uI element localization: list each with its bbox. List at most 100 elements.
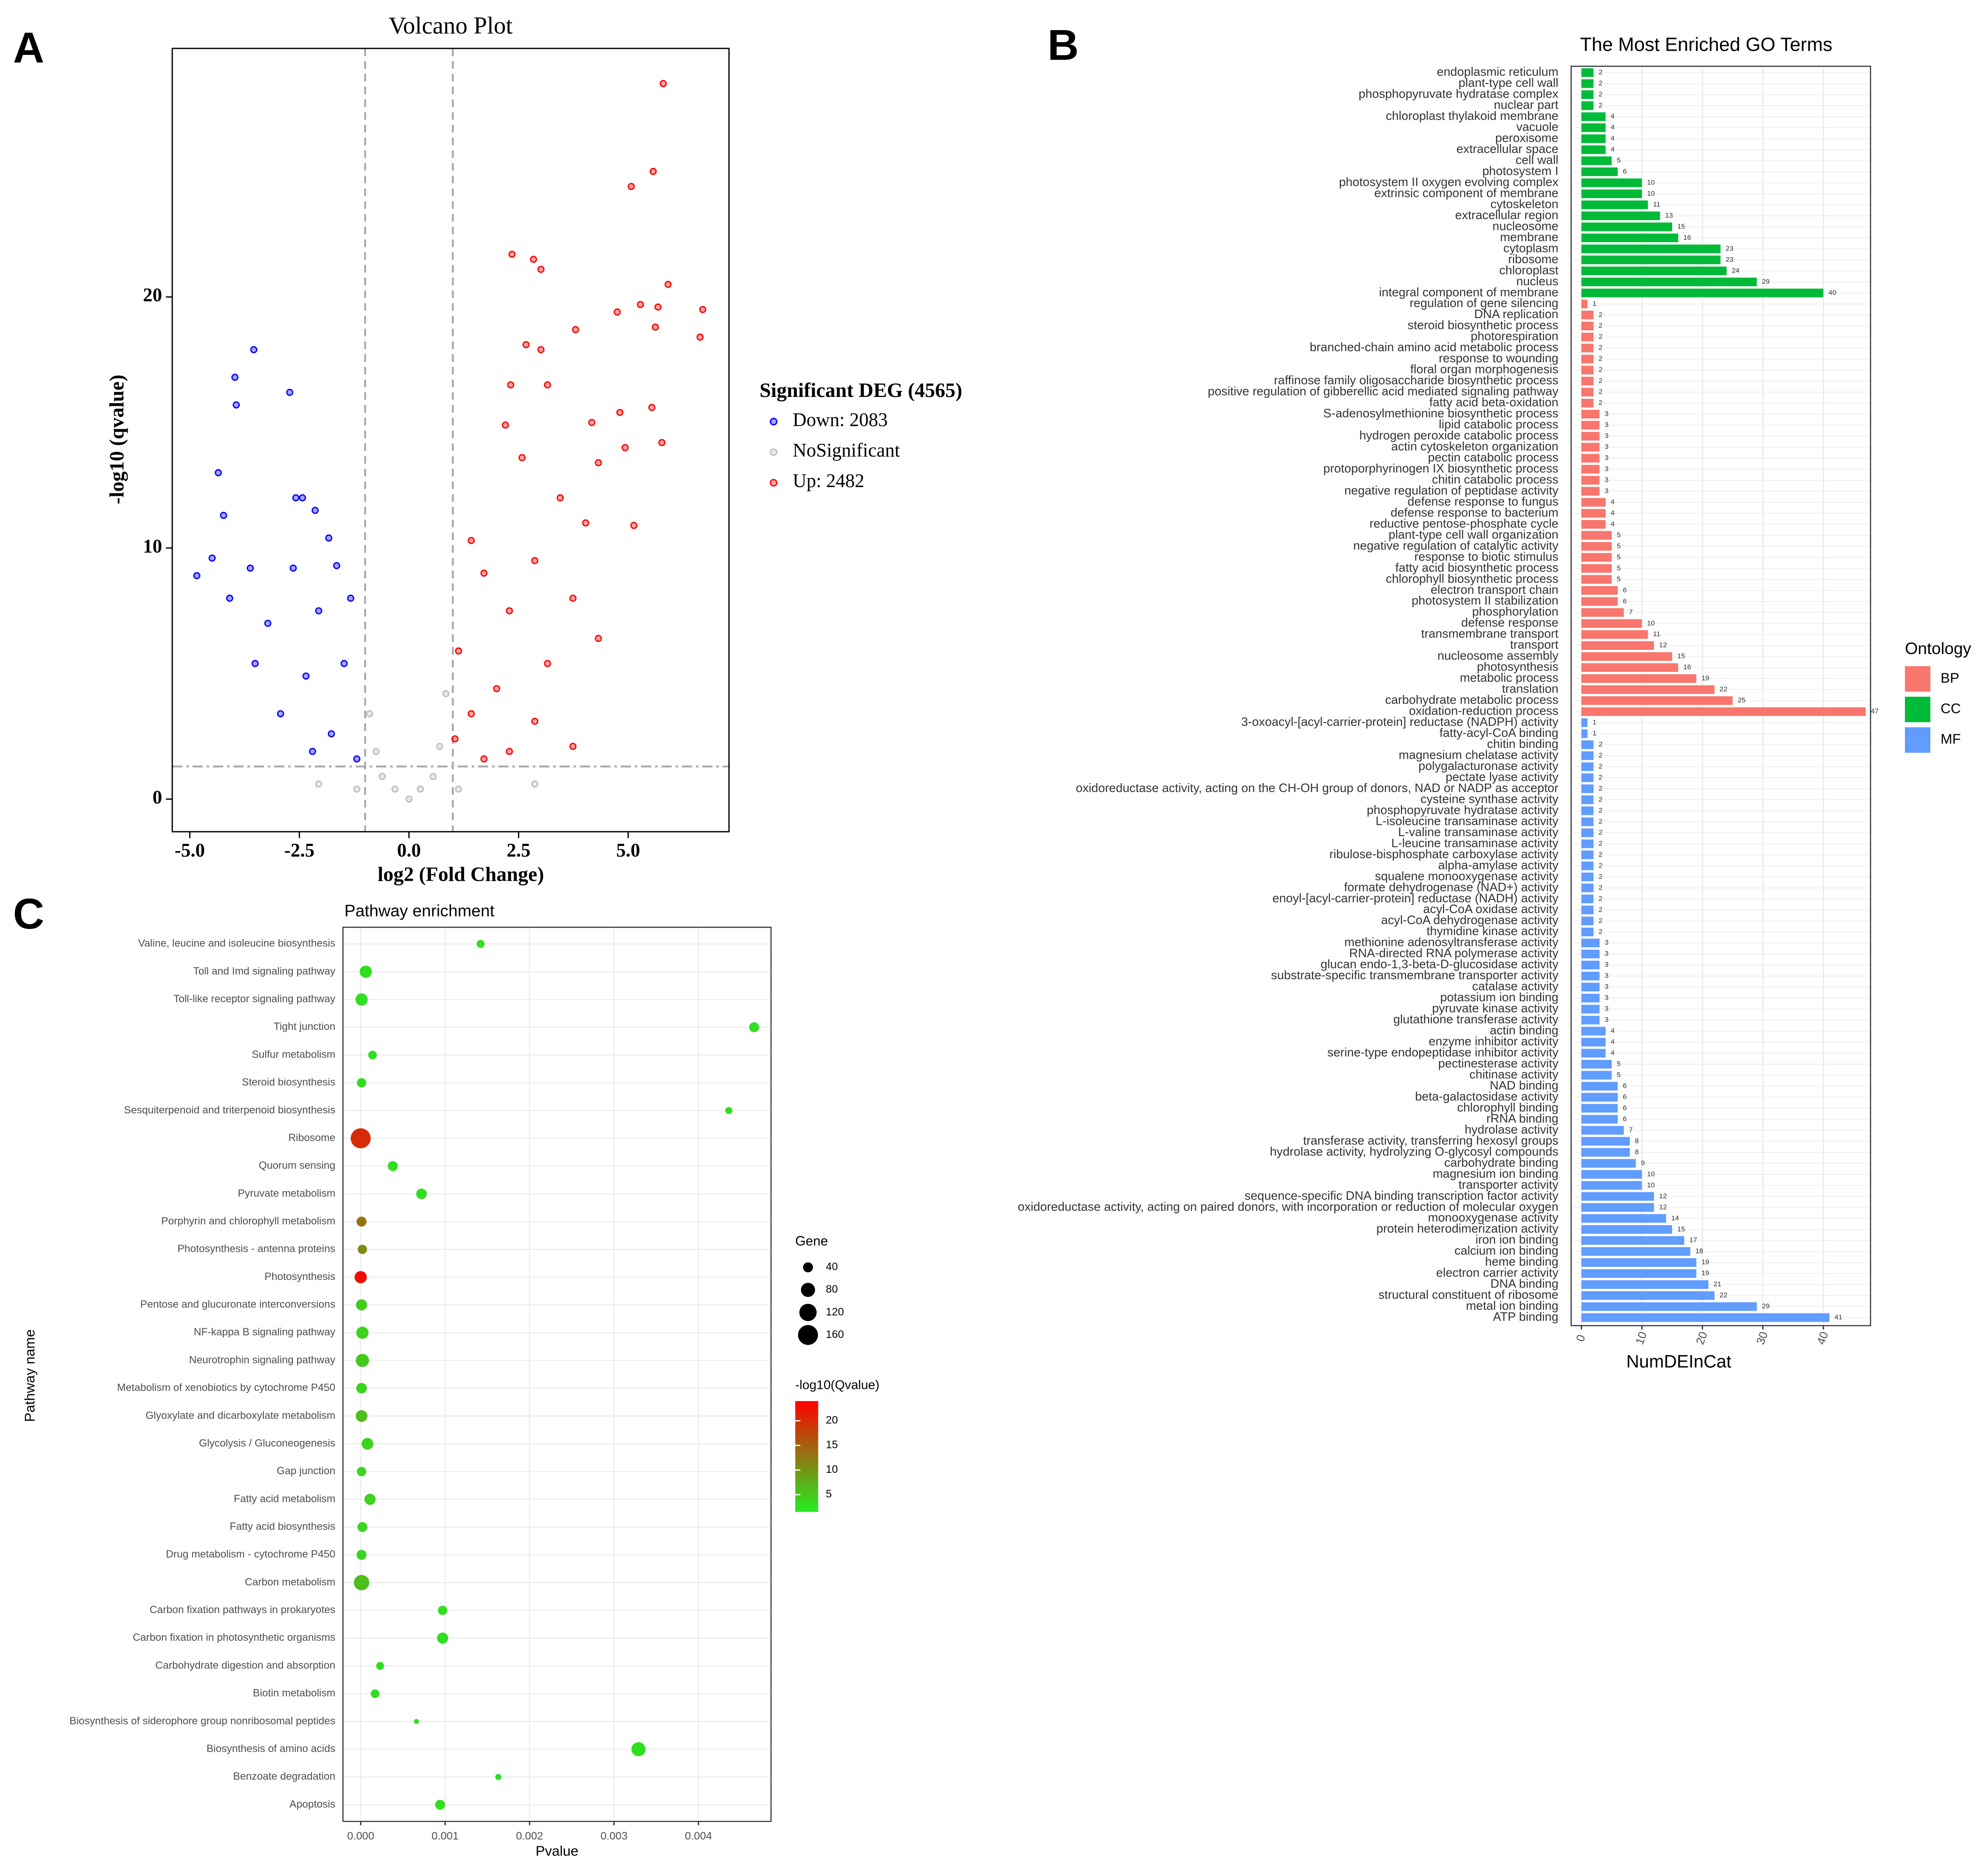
value-label: 3 — [1605, 443, 1608, 451]
bar — [1581, 1170, 1642, 1179]
value-label: 3 — [1605, 410, 1608, 418]
value-label: 2 — [1598, 807, 1602, 815]
category-label: chloroplast — [1499, 263, 1559, 277]
value-label: 15 — [1677, 222, 1685, 230]
bar — [1581, 630, 1648, 639]
category-label: response to biotic stimulus — [1415, 549, 1559, 564]
bar — [1581, 90, 1594, 99]
bar — [1581, 850, 1594, 860]
value-label: 17 — [1690, 1236, 1697, 1244]
category-label: Carbon fixation pathways in prokaryotes — [150, 1604, 336, 1615]
point — [251, 660, 259, 667]
value-label: 12 — [1659, 641, 1667, 649]
bubble — [357, 1078, 367, 1088]
point — [569, 594, 577, 602]
point — [417, 785, 424, 793]
category-label: Glyoxylate and dicarboxylate metabolism — [145, 1409, 335, 1421]
category-label: Carbon metabolism — [245, 1576, 336, 1588]
point — [309, 747, 316, 755]
bubble — [749, 1022, 759, 1032]
bar — [1581, 1302, 1757, 1311]
legend-swatch — [1904, 727, 1931, 753]
bar — [1581, 663, 1678, 672]
value-label: 5 — [1617, 1071, 1621, 1079]
value-label: 2 — [1598, 69, 1602, 76]
bar — [1581, 156, 1612, 165]
value-label: 6 — [1623, 1104, 1627, 1112]
point — [378, 773, 386, 780]
bar — [1581, 465, 1600, 474]
point — [650, 168, 657, 175]
bubble — [376, 1662, 384, 1670]
panel-label: C — [13, 889, 45, 938]
bar — [1581, 311, 1594, 320]
point — [333, 562, 340, 570]
bar — [1581, 509, 1606, 518]
bubble — [357, 1467, 367, 1477]
point — [530, 256, 537, 263]
value-label: 2 — [1598, 740, 1602, 748]
category-label: pectate lyase activity — [1445, 769, 1558, 784]
category-label: negative regulation of catalytic activit… — [1353, 538, 1558, 552]
bubble — [416, 1188, 427, 1199]
bar — [1581, 1148, 1630, 1157]
category-label: chitinase activity — [1469, 1067, 1559, 1081]
value-label: 14 — [1671, 1214, 1679, 1222]
bar — [1581, 487, 1600, 496]
legend-swatch — [1904, 696, 1931, 723]
value-label: 3 — [1605, 950, 1608, 958]
value-label: 7 — [1629, 608, 1633, 616]
value-label: 2 — [1598, 322, 1602, 330]
value-label: 8 — [1635, 1137, 1639, 1145]
bar — [1581, 454, 1600, 463]
category-label: DNA binding — [1491, 1277, 1559, 1291]
category-label: protoporphyrinogen IX biosynthetic proce… — [1323, 461, 1559, 475]
value-label: 3 — [1605, 961, 1608, 969]
bar — [1581, 432, 1600, 441]
value-label: 4 — [1611, 520, 1614, 528]
value-label: 2 — [1598, 91, 1602, 99]
category-label: extracellular space — [1456, 142, 1558, 156]
point — [467, 710, 475, 717]
category-label: alpha-amylase activity — [1438, 858, 1558, 872]
bar — [1581, 553, 1612, 562]
bar — [1581, 1159, 1636, 1168]
legend-label: Down: 2083 — [793, 409, 887, 430]
value-label: 18 — [1695, 1247, 1703, 1255]
category-label: hydrolase activity — [1465, 1122, 1559, 1136]
point — [569, 743, 577, 750]
bar — [1581, 355, 1594, 364]
point — [455, 785, 462, 793]
value-label: 10 — [1647, 178, 1655, 186]
y-tick-label: 10 — [143, 535, 162, 556]
x-tick-label: 0.003 — [600, 1830, 627, 1842]
value-label: 16 — [1683, 663, 1691, 671]
value-label: 2 — [1598, 784, 1602, 792]
category-label: endoplasmic reticulum — [1437, 65, 1558, 79]
bar — [1581, 222, 1672, 231]
category-label: negative regulation of peptidase activit… — [1344, 483, 1558, 497]
value-label: 2 — [1598, 355, 1602, 363]
value-label: 23 — [1726, 244, 1734, 252]
bar — [1581, 1203, 1654, 1212]
category-label: Toll and Imd signaling pathway — [193, 965, 336, 977]
category-label: thymidine kinase activity — [1427, 924, 1559, 938]
bubble — [435, 1799, 445, 1810]
bar — [1581, 498, 1606, 507]
x-tick-label: 0.000 — [347, 1830, 375, 1842]
category-label: Quorum sensing — [259, 1159, 335, 1171]
value-label: 29 — [1762, 1302, 1770, 1310]
value-label: 3 — [1605, 939, 1608, 947]
category-label: transporter activity — [1459, 1177, 1559, 1191]
value-label: 4 — [1611, 113, 1614, 121]
category-label: cytoplasm — [1503, 241, 1558, 255]
category-label: carbohydrate metabolic process — [1385, 693, 1558, 707]
point — [353, 785, 360, 793]
category-label: Pyruvate metabolism — [238, 1187, 336, 1199]
category-label: membrane — [1500, 230, 1559, 244]
category-label: enoyl-[acyl-carrier-protein] reductase (… — [1272, 891, 1558, 905]
bar — [1581, 828, 1594, 838]
value-label: 6 — [1623, 1093, 1627, 1101]
value-label: 2 — [1598, 388, 1602, 396]
point — [467, 537, 475, 544]
